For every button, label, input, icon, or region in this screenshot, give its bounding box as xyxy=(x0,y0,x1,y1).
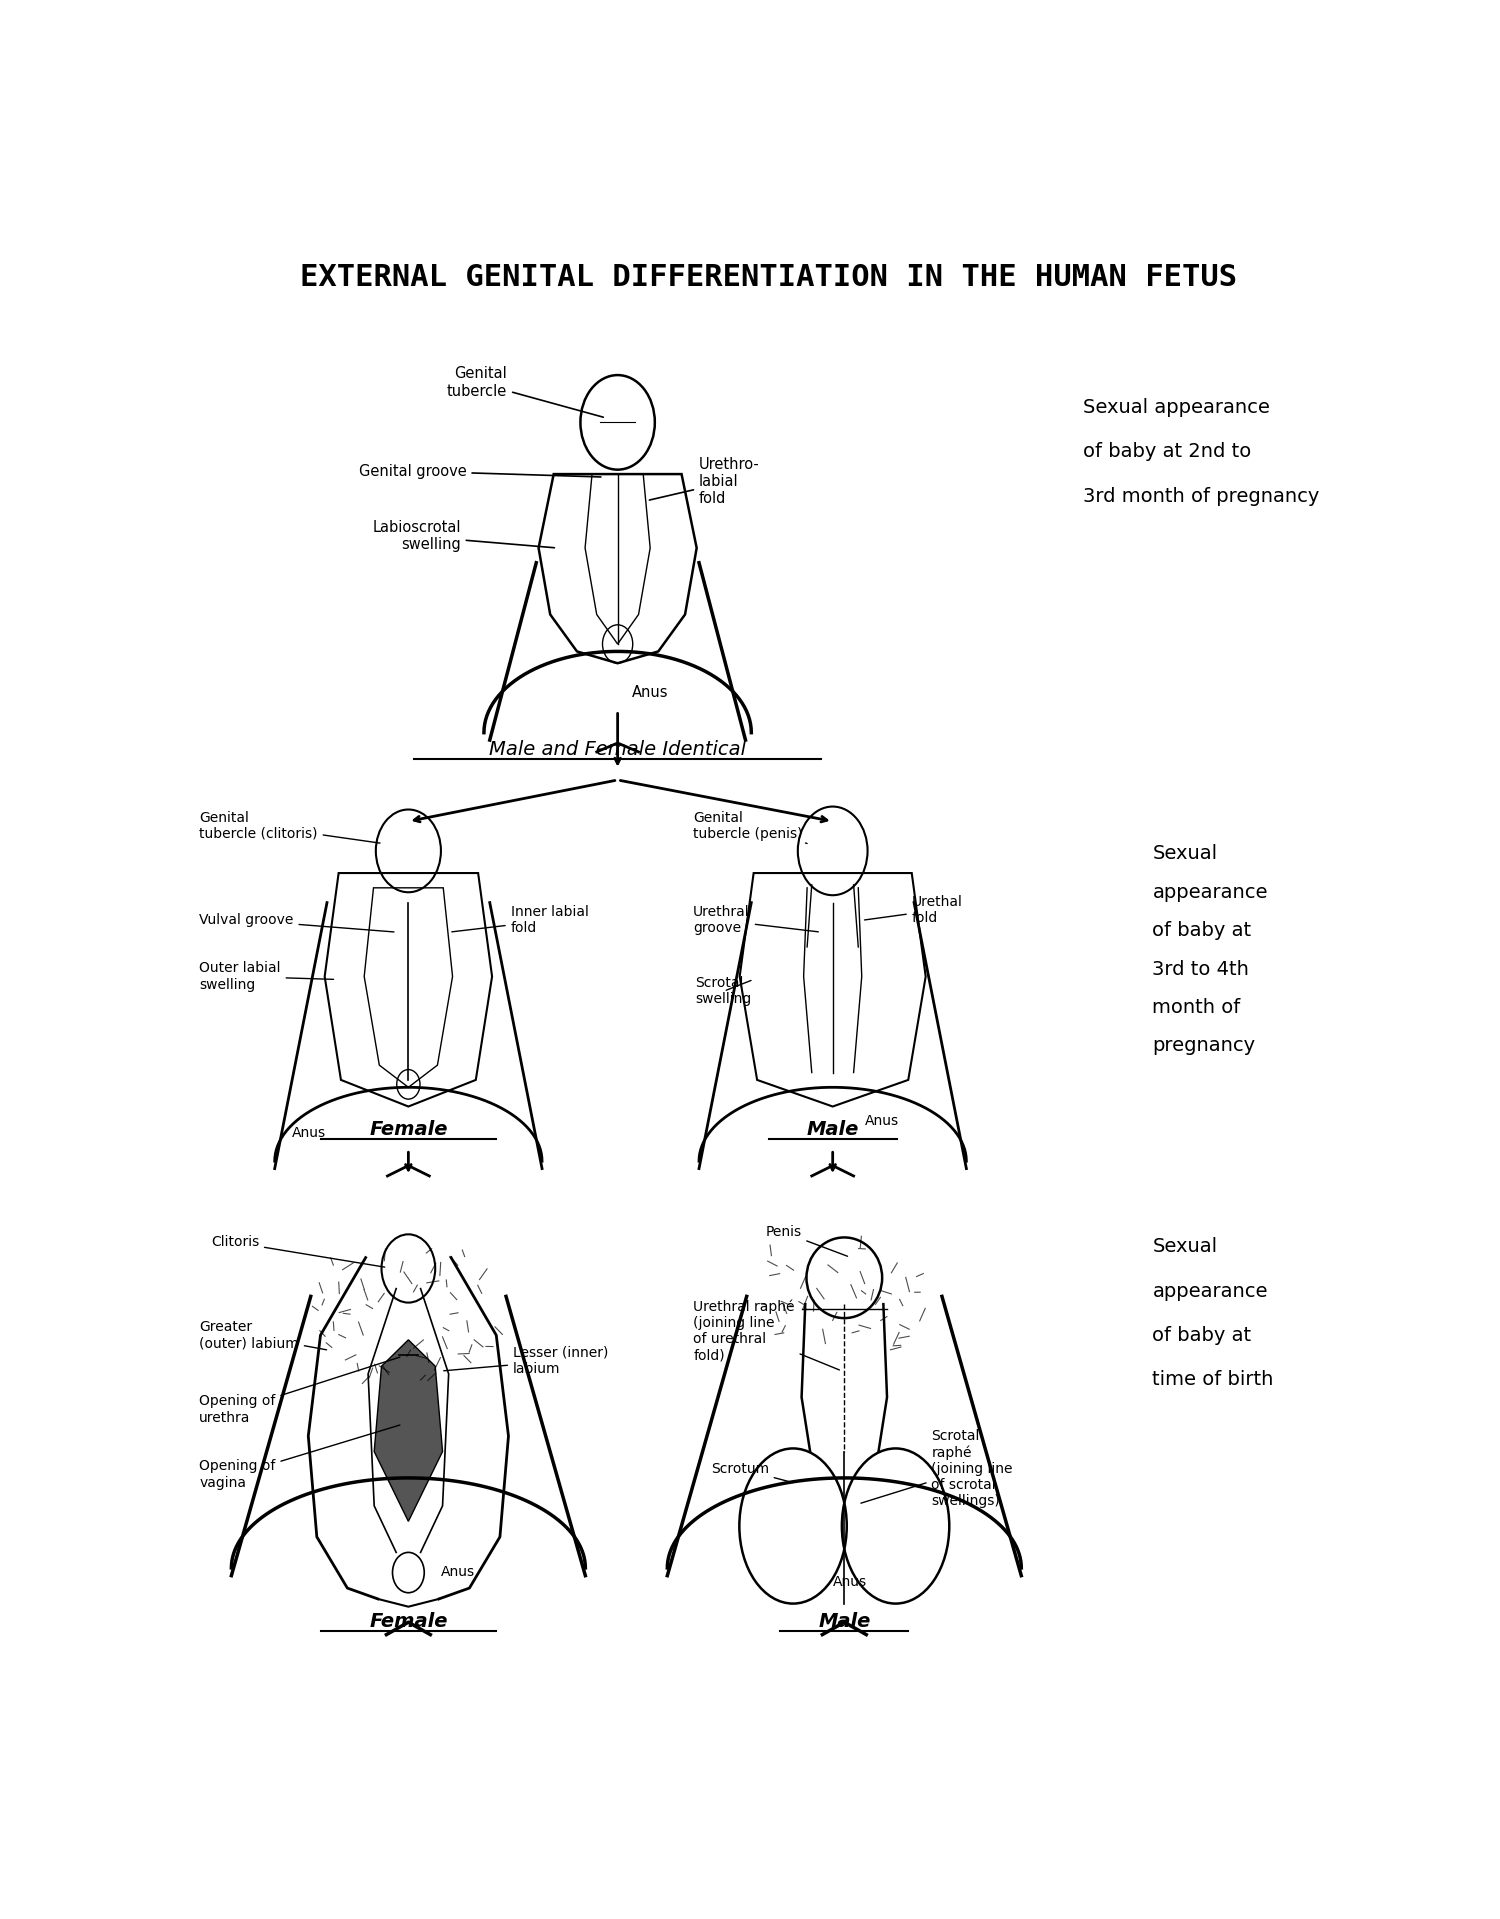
Text: EXTERNAL GENITAL DIFFERENTIATION IN THE HUMAN FETUS: EXTERNAL GENITAL DIFFERENTIATION IN THE … xyxy=(300,263,1238,292)
Text: Male: Male xyxy=(818,1612,870,1631)
Text: Anus: Anus xyxy=(833,1575,867,1589)
Text: Labioscrotal
swelling: Labioscrotal swelling xyxy=(372,520,555,553)
Text: Clitoris: Clitoris xyxy=(210,1236,384,1267)
Text: Penis: Penis xyxy=(765,1224,847,1257)
Text: Opening of
urethra: Opening of urethra xyxy=(200,1357,400,1424)
Text: Scrotal
raphé
(joining line
of scrotal
swellings): Scrotal raphé (joining line of scrotal s… xyxy=(861,1430,1012,1508)
Text: 3rd to 4th: 3rd to 4th xyxy=(1152,960,1250,979)
Text: Inner labial
fold: Inner labial fold xyxy=(452,906,588,935)
Text: appearance: appearance xyxy=(1152,883,1268,902)
Text: Genital groove: Genital groove xyxy=(358,464,602,478)
Text: pregnancy: pregnancy xyxy=(1152,1036,1256,1055)
Polygon shape xyxy=(374,1339,442,1522)
Text: Urethral
groove: Urethral groove xyxy=(693,906,819,935)
Text: Outer labial
swelling: Outer labial swelling xyxy=(200,961,333,992)
Text: Lesser (inner)
labium: Lesser (inner) labium xyxy=(444,1345,609,1376)
Text: of baby at 2nd to: of baby at 2nd to xyxy=(1083,443,1251,461)
Text: Genital
tubercle (clitoris): Genital tubercle (clitoris) xyxy=(200,810,380,842)
Text: Male and Female Identical: Male and Female Identical xyxy=(489,741,746,760)
Text: Urethro-
labial
fold: Urethro- labial fold xyxy=(650,457,759,507)
Text: month of: month of xyxy=(1152,998,1240,1017)
Text: Urethal
fold: Urethal fold xyxy=(864,894,963,925)
Text: Sexual: Sexual xyxy=(1152,1238,1218,1257)
Text: appearance: appearance xyxy=(1152,1282,1268,1301)
Text: Greater
(outer) labium: Greater (outer) labium xyxy=(200,1320,327,1351)
Text: Sexual: Sexual xyxy=(1152,844,1218,864)
Text: Scrotum: Scrotum xyxy=(711,1462,794,1483)
Text: Genital
tubercle (penis): Genital tubercle (penis) xyxy=(693,810,807,844)
Text: Scrotal
swelling: Scrotal swelling xyxy=(696,977,752,1006)
Text: Sexual appearance: Sexual appearance xyxy=(1083,397,1269,416)
Text: of baby at: of baby at xyxy=(1152,1326,1251,1345)
Text: Vulval groove: Vulval groove xyxy=(200,913,394,933)
Text: Anus: Anus xyxy=(865,1115,900,1128)
Text: of baby at: of baby at xyxy=(1152,921,1251,940)
Text: Anus: Anus xyxy=(632,685,668,700)
Text: Urethral raphé
(joining line
of urethral
fold): Urethral raphé (joining line of urethral… xyxy=(693,1299,840,1370)
Text: Male: Male xyxy=(807,1121,859,1140)
Text: Female: Female xyxy=(369,1121,447,1140)
Text: time of birth: time of birth xyxy=(1152,1370,1274,1389)
Text: Anus: Anus xyxy=(292,1126,327,1140)
Text: Anus: Anus xyxy=(441,1566,476,1579)
Text: Female: Female xyxy=(369,1612,447,1631)
Text: Genital
tubercle: Genital tubercle xyxy=(447,367,603,416)
Text: Opening of
vagina: Opening of vagina xyxy=(200,1426,400,1489)
Text: 3rd month of pregnancy: 3rd month of pregnancy xyxy=(1083,487,1318,507)
